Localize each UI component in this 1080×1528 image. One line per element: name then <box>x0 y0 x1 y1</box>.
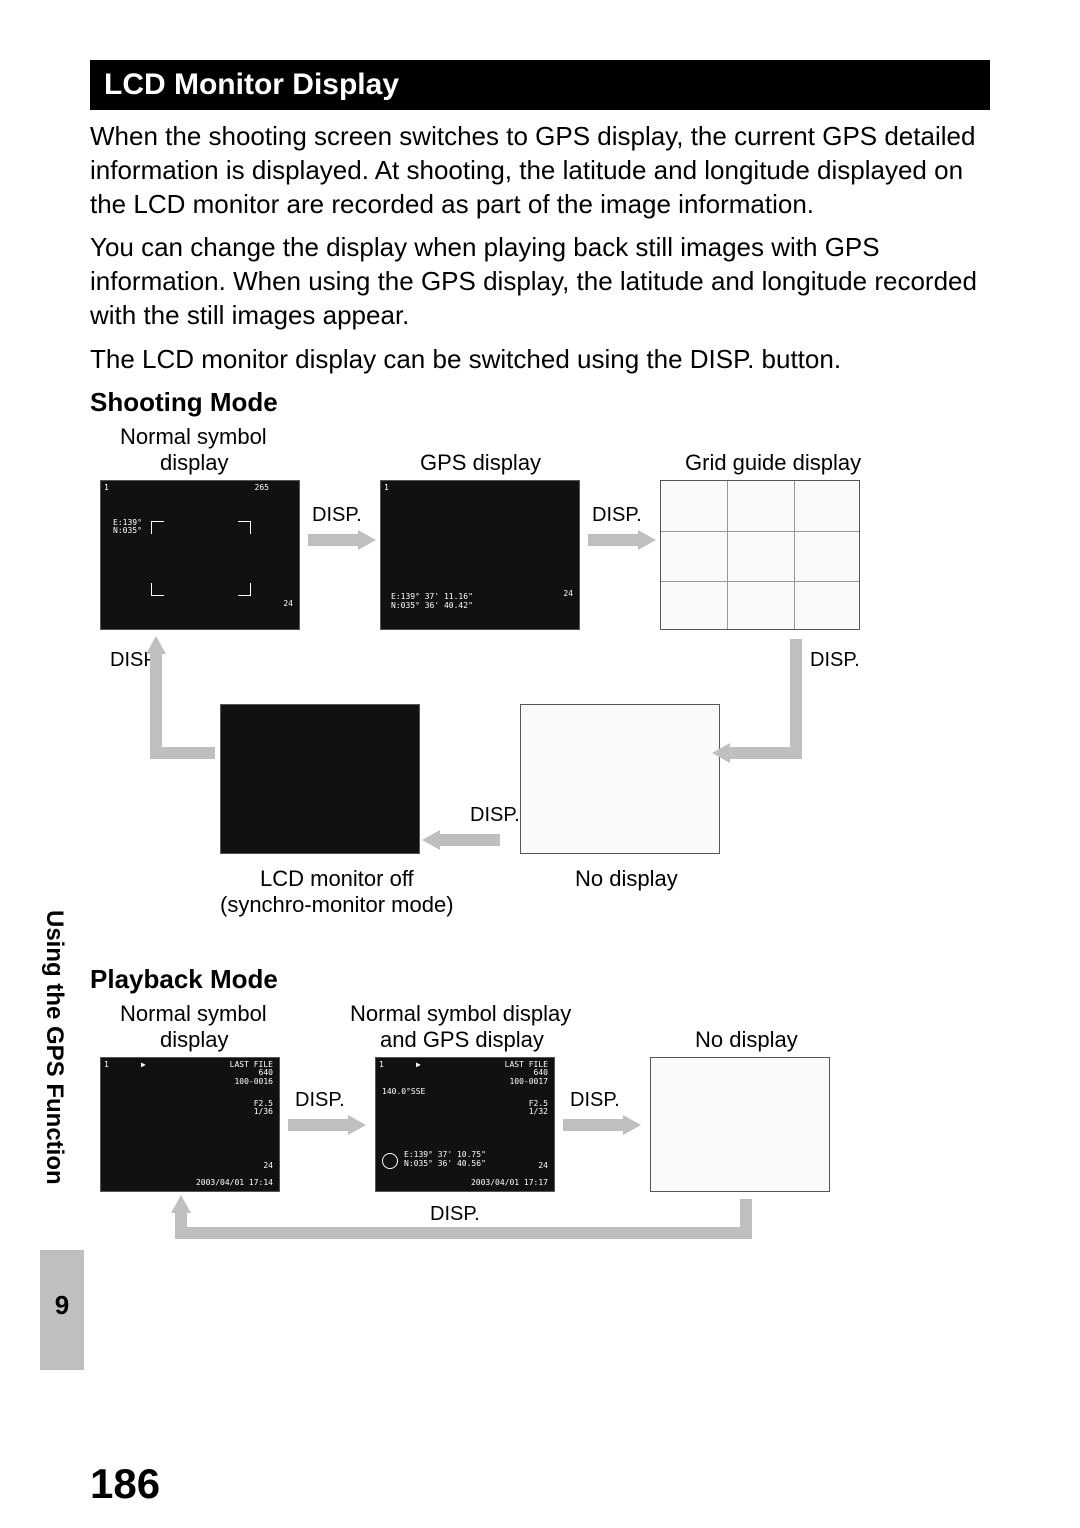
screen-normal-tl: 1 <box>104 484 109 493</box>
pb-normal-br: 24 <box>263 1162 273 1171</box>
pb-gps-br: 24 <box>538 1162 548 1171</box>
screen-pb-nodisp <box>650 1057 830 1192</box>
manual-page: LCD Monitor Display When the shooting sc… <box>0 0 1080 1361</box>
pb-gps-coords: E:139° 37' 10.75" N:035° 36' 40.56" <box>404 1151 486 1169</box>
label-grid: Grid guide display <box>685 450 861 476</box>
screen-normal-coords: E:139° N:035° <box>113 519 142 537</box>
screen-lcd-off <box>220 704 420 854</box>
disp-label-4: DISP. <box>470 804 520 827</box>
label-pb-gps-l2: and GPS display <box>380 1027 544 1053</box>
intro-paragraph-1: When the shooting screen switches to GPS… <box>90 120 990 221</box>
disp-label-2: DISP. <box>592 504 642 527</box>
screen-gps-tl: 1 <box>384 484 389 493</box>
label-normal-l1: Normal symbol <box>120 424 267 450</box>
label-nodisp-shoot: No display <box>575 866 678 892</box>
disp-label-pb2: DISP. <box>570 1089 620 1112</box>
screen-grid-guide <box>660 480 860 630</box>
screen-gps-br: 24 <box>563 590 573 599</box>
label-synchro-l2: (synchro-monitor mode) <box>220 892 454 918</box>
disp-label-3: DISP. <box>810 649 860 672</box>
label-normal-l2: display <box>160 450 228 476</box>
section-title: LCD Monitor Display <box>104 68 399 101</box>
label-pb-normal-l1: Normal symbol <box>120 1001 267 1027</box>
pb-gps-mid: F2.5 1/32 <box>529 1100 548 1118</box>
label-pb-nodisp: No display <box>695 1027 798 1053</box>
side-chapter-label: Using the GPS Function <box>40 910 68 1185</box>
shooting-mode-heading: Shooting Mode <box>90 387 990 418</box>
intro-paragraph-3: The LCD monitor display can be switched … <box>90 343 990 377</box>
pb-normal-top: LAST FILE 640 100-0016 <box>230 1061 273 1087</box>
section-title-bar: LCD Monitor Display <box>90 60 990 110</box>
label-gps: GPS display <box>420 450 541 476</box>
disp-label-pb1: DISP. <box>295 1089 345 1112</box>
pb-normal-mid: F2.5 1/36 <box>254 1100 273 1118</box>
playback-diagram: Normal symbol display Normal symbol disp… <box>90 1001 990 1321</box>
side-chapter-number: 9 <box>50 1290 74 1321</box>
shooting-diagram: Normal symbol display GPS display Grid g… <box>90 424 990 954</box>
pb-gps-top: LAST FILE 640 100-0017 <box>505 1061 548 1087</box>
playback-mode-heading: Playback Mode <box>90 964 990 995</box>
intro-paragraph-2: You can change the display when playing … <box>90 231 990 332</box>
screen-normal-br: 24 <box>283 600 293 609</box>
label-synchro-l1: LCD monitor off <box>260 866 414 892</box>
screen-pb-normal: LAST FILE 640 100-0016 F2.5 1/36 24 2003… <box>100 1057 280 1192</box>
pb-normal-date: 2003/04/01 17:14 <box>196 1179 273 1188</box>
screen-gps-coords: E:139° 37' 11.16" N:035° 36' 40.42" <box>391 593 473 611</box>
screen-no-display-shoot <box>520 704 720 854</box>
screen-pb-gps: LAST FILE 640 100-0017 140.0°SSE F2.5 1/… <box>375 1057 555 1192</box>
screen-gps-display: 1 E:139° 37' 11.16" N:035° 36' 40.42" 24 <box>380 480 580 630</box>
label-pb-gps-l1: Normal symbol display <box>350 1001 571 1027</box>
label-pb-normal-l2: display <box>160 1027 228 1053</box>
screen-normal-symbol: 1 265 E:139° N:035° 24 <box>100 480 300 630</box>
pb-gps-heading: 140.0°SSE <box>382 1088 425 1097</box>
screen-normal-top: 265 <box>255 484 269 493</box>
page-number: 186 <box>90 1460 160 1508</box>
disp-label-pb3: DISP. <box>430 1203 480 1226</box>
pb-gps-date: 2003/04/01 17:17 <box>471 1179 548 1188</box>
disp-label-1: DISP. <box>312 504 362 527</box>
